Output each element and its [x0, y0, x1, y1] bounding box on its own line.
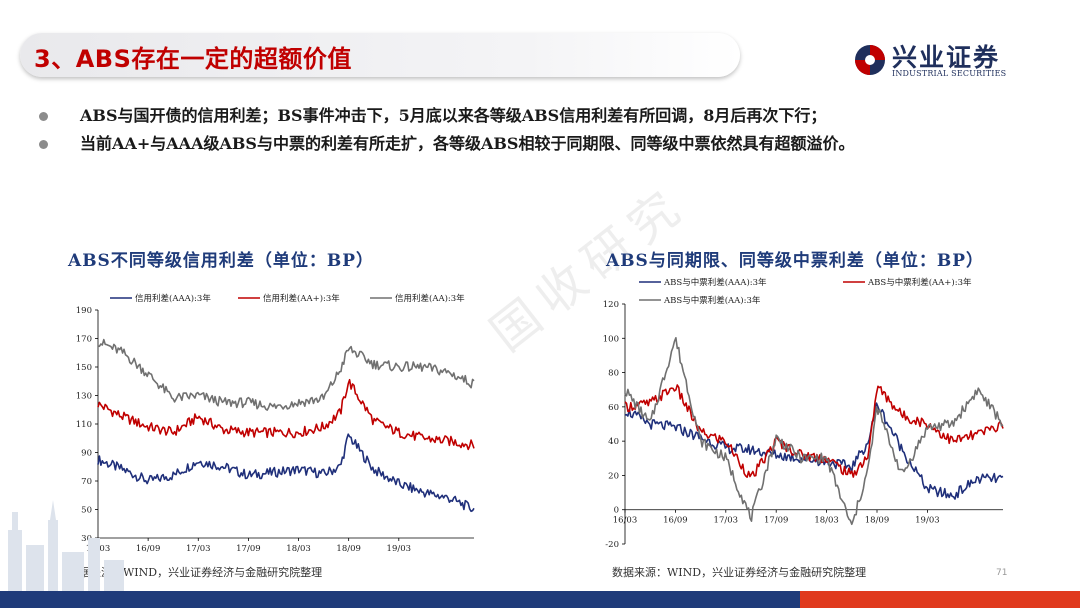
y-tick-label: 0 — [614, 506, 619, 516]
series-line — [624, 337, 1004, 526]
legend-entry: ABS与中票利差(AA):3年 — [663, 295, 761, 306]
title-bar: 3、ABS存在一定的超额价值 — [20, 33, 740, 77]
x-tick-label: 18/03 — [286, 544, 311, 554]
footer-bar-red — [800, 591, 1080, 608]
bullet-text: 当前AA+与AAA级ABS与中票的利差有所走扩，各等级ABS相较于同期限、同等级… — [80, 134, 855, 153]
chart-left: 3050709011013015017019016/0316/0917/0317… — [76, 293, 475, 554]
y-tick-label: 190 — [76, 306, 92, 316]
bullet-dot-icon — [39, 112, 48, 121]
y-tick-label: 170 — [76, 335, 92, 345]
series-line — [97, 378, 475, 451]
series-line — [624, 402, 1004, 500]
chart-title-left: ABS不同等级信用利差（单位：BP） — [68, 251, 374, 271]
page-title: 3、ABS存在一定的超额价值 — [34, 45, 352, 73]
chart-title-right: ABS与同期限、同等级中票利差（单位：BP） — [606, 251, 984, 271]
y-tick-label: 30 — [81, 534, 92, 544]
chart-source-left: 数据来源：WIND，兴业证券经济与金融研究院整理 — [68, 566, 323, 579]
bullet-text: ABS与国开债的信用利差；BS事件冲击下，5月底以来各等级ABS信用利差有所回调… — [80, 106, 827, 125]
y-tick-label: 130 — [76, 392, 92, 402]
x-tick-label: 18/03 — [814, 516, 839, 526]
y-tick-label: 40 — [608, 437, 619, 447]
series-line — [624, 384, 1004, 478]
y-tick-label: 70 — [81, 477, 92, 487]
bullet-item: 当前AA+与AAA级ABS与中票的利差有所走扩，各等级ABS相较于同期限、同等级… — [36, 131, 1026, 156]
bullet-item: ABS与国开债的信用利差；BS事件冲击下，5月底以来各等级ABS信用利差有所回调… — [36, 103, 1026, 128]
x-tick-label: 18/09 — [336, 544, 361, 554]
y-tick-label: 120 — [603, 300, 619, 310]
logo-mark-icon — [855, 45, 885, 75]
x-tick-label: 17/03 — [186, 544, 211, 554]
bullet-dot-icon — [39, 140, 48, 149]
y-tick-label: 60 — [608, 403, 619, 413]
city-skyline-icon — [8, 500, 124, 591]
x-tick-label: 19/03 — [387, 544, 412, 554]
y-tick-label: 100 — [603, 334, 619, 344]
x-tick-label: 16/03 — [613, 516, 638, 526]
legend-entry: 信用利差(AA+):3年 — [263, 293, 340, 304]
logo-chinese-name: 兴业证券 — [892, 43, 1001, 72]
series-line — [97, 433, 475, 513]
footer-bar-blue — [0, 591, 800, 608]
y-tick-label: -20 — [605, 540, 619, 550]
x-tick-label: 18/09 — [865, 516, 890, 526]
company-logo: 兴业证券 INDUSTRIAL SECURITIES — [852, 38, 1022, 86]
chart-source-right: 数据来源：WIND，兴业证券经济与金融研究院整理 — [612, 566, 867, 579]
logo-english-name: INDUSTRIAL SECURITIES — [892, 69, 1007, 78]
x-tick-label: 17/03 — [714, 516, 739, 526]
legend-entry: ABS与中票利差(AA+):3年 — [867, 277, 972, 288]
y-tick-label: 90 — [81, 449, 92, 459]
chart-right: -20 0 20 40 60 80 100 120 16/03 16/09 17/03 17/09 18… — [603, 277, 1004, 550]
legend-entry: ABS与中票利差(AAA):3年 — [663, 277, 767, 288]
y-tick-label: 110 — [76, 420, 92, 430]
page-number: 71 — [996, 568, 1008, 578]
x-tick-label: 16/09 — [136, 544, 161, 554]
y-tick-label: 20 — [608, 471, 619, 481]
y-tick-label: 80 — [608, 369, 619, 379]
x-tick-label: 17/09 — [764, 516, 789, 526]
series-line — [97, 338, 475, 411]
legend-entry: 信用利差(AAA):3年 — [135, 293, 211, 304]
x-tick-label: 16/09 — [663, 516, 688, 526]
bullet-list: ABS与国开债的信用利差；BS事件冲击下，5月底以来各等级ABS信用利差有所回调… — [36, 103, 1026, 159]
x-tick-label: 17/09 — [236, 544, 261, 554]
y-tick-label: 150 — [76, 363, 92, 373]
legend-entry: 信用利差(AA):3年 — [395, 293, 465, 304]
x-tick-label: 19/03 — [915, 516, 940, 526]
y-tick-label: 50 — [81, 506, 92, 516]
